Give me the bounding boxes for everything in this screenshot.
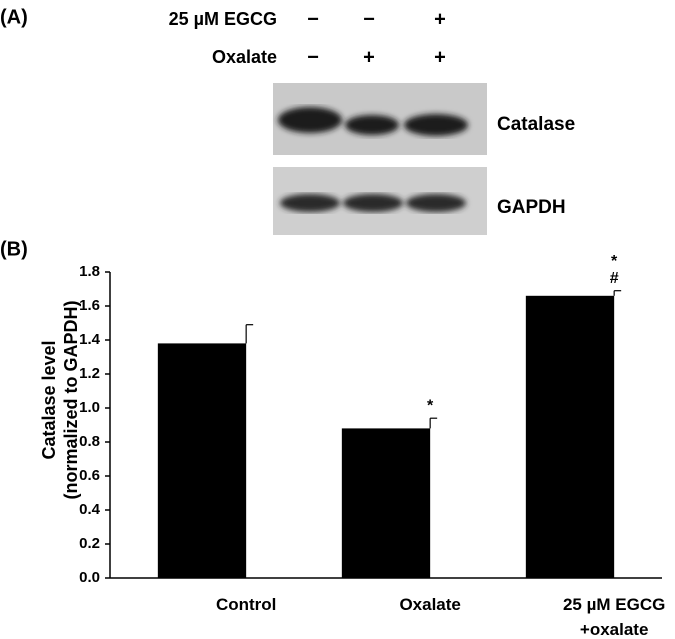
bar xyxy=(341,428,431,578)
treatment-name: Oxalate xyxy=(212,47,277,67)
significance-mark: # xyxy=(610,270,619,287)
y-tick-label: 0.6 xyxy=(79,467,100,484)
y-tick-label: 1.8 xyxy=(79,263,100,280)
treatment-sign: + xyxy=(363,46,375,68)
significance-mark: * xyxy=(611,253,618,270)
y-tick-label: 0.0 xyxy=(79,569,100,586)
significance-mark: * xyxy=(427,397,434,414)
y-tick-label: 1.2 xyxy=(79,365,100,382)
bar xyxy=(525,295,615,578)
y-tick-label: 0.4 xyxy=(79,501,101,518)
y-tick-label: 1.6 xyxy=(79,297,100,314)
y-tick-label: 1.4 xyxy=(79,331,101,348)
blot-label: Catalase xyxy=(497,114,575,135)
y-tick-label: 0.8 xyxy=(79,433,100,450)
x-tick-label: Control xyxy=(215,595,277,614)
treatment-name: 25 µM EGCG xyxy=(169,9,277,29)
x-tick-label: Oxalate xyxy=(399,595,461,614)
y-tick-label: 1.0 xyxy=(79,399,100,416)
bar xyxy=(157,343,247,578)
blot-catalase xyxy=(273,83,487,155)
treatment-sign: + xyxy=(434,8,446,30)
treatment-sign: − xyxy=(307,46,319,68)
treatment-sign: − xyxy=(363,8,375,30)
blot-gapdh xyxy=(273,167,487,235)
blot-label: GAPDH xyxy=(497,197,566,218)
panel-label: (A) xyxy=(0,6,28,28)
y-axis-label: Catalase level (normalized to GAPDH) xyxy=(39,300,81,500)
x-tick-label: 25 µM EGCG +oxalate xyxy=(562,595,666,639)
treatment-sign: + xyxy=(434,46,446,68)
panel-label: (B) xyxy=(0,238,28,260)
treatment-sign: − xyxy=(307,8,319,30)
y-tick-label: 0.2 xyxy=(79,535,100,552)
